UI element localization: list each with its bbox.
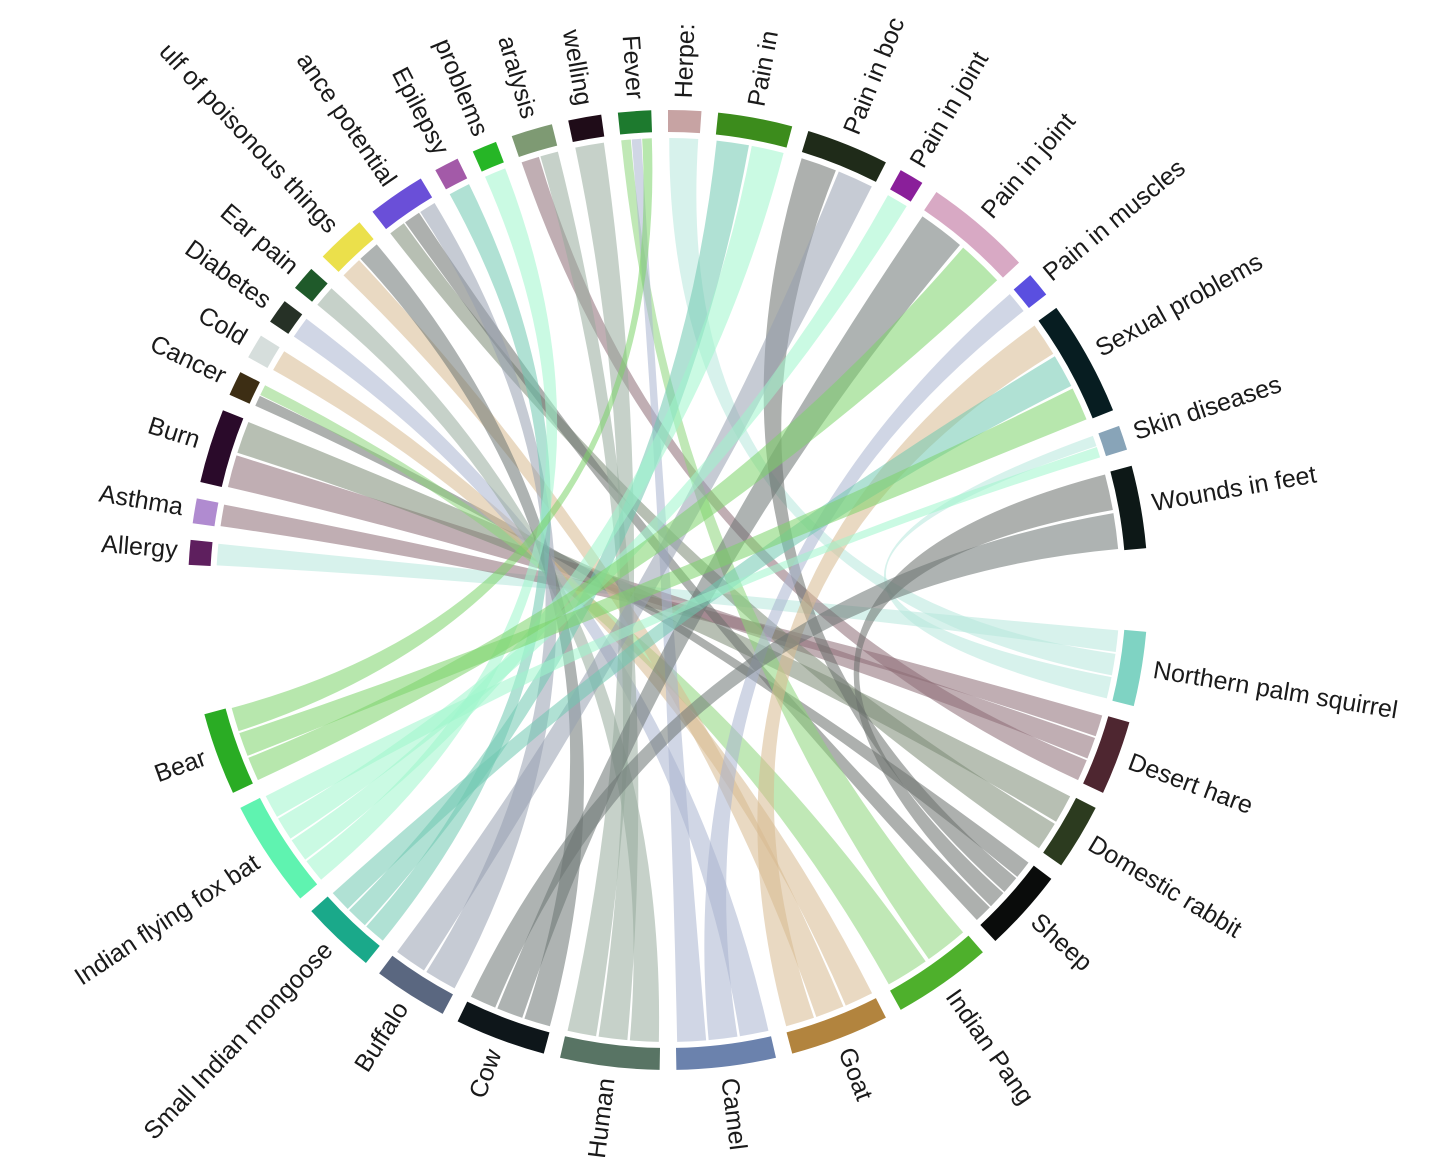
segment-goat: [786, 998, 886, 1054]
label-painjoint2: Pain in joint: [976, 108, 1081, 225]
label-cow: Cow: [464, 1045, 508, 1103]
segment-swelling: [568, 114, 605, 143]
label-painbody: Pain in boc: [838, 13, 910, 138]
segment-painmuscles: [1013, 275, 1047, 309]
segment-problems: [472, 141, 504, 172]
segment-painjoint2: [924, 192, 1020, 278]
segment-cold: [248, 335, 280, 368]
label-panda: Indian Pang: [940, 984, 1039, 1109]
segment-herpes: [668, 110, 702, 134]
segment-burn: [200, 410, 244, 487]
ribbon-bear-sexual: [239, 388, 1087, 756]
segment-asthma: [192, 498, 219, 527]
ribbon-goat-poison: [343, 260, 844, 1017]
segment-cow: [457, 1001, 550, 1054]
segment-panda: [890, 935, 983, 1010]
ribbon-squirrel-skin: [883, 435, 1112, 699]
segment-diabetes: [270, 301, 303, 334]
label-painjoint1: Pain in joint: [904, 47, 994, 173]
segment-squirrel: [1112, 629, 1147, 707]
segment-sexual: [1038, 307, 1114, 419]
label-swelling: welling: [557, 27, 598, 108]
label-goat: Goat: [833, 1044, 879, 1105]
segment-fever: [617, 110, 653, 135]
label-paralysis: aralysis: [492, 33, 543, 122]
segment-wounds: [1110, 465, 1147, 551]
segment-buffalo: [379, 955, 453, 1014]
label-mongoose: Small Indian mongoose: [138, 936, 338, 1145]
label-pain1: Pain in: [743, 28, 784, 108]
label-allergy: Allergy: [100, 530, 179, 564]
ribbon-buffalo-painbody: [397, 171, 872, 971]
segment-sheep: [980, 865, 1052, 942]
ribbon-cow-painjoint2: [497, 216, 960, 1018]
ribbon-bear-painjoint2: [248, 247, 998, 781]
segment-hare: [1083, 716, 1130, 793]
label-bat: Indian flying fox bat: [70, 849, 265, 991]
label-herpes: Herpe:: [670, 23, 701, 99]
label-hare: Desert hare: [1124, 748, 1256, 820]
ribbon-hare-burn: [227, 455, 1096, 759]
segment-epilepsy: [435, 158, 468, 190]
ribbon-human-swelling: [567, 142, 635, 1037]
label-camel: Camel: [715, 1076, 752, 1151]
label-painmuscles: Pain in muscles: [1038, 154, 1191, 287]
ribbon-camel-fever: [631, 138, 707, 1042]
label-buffalo: Buffalo: [349, 997, 414, 1077]
segment-poison: [322, 222, 374, 272]
ribbon-rabbit-burn: [237, 421, 1071, 822]
segment-rabbit: [1043, 797, 1096, 866]
segment-cancer: [229, 372, 260, 404]
ribbon-human-paralysis: [540, 151, 639, 1041]
segment-pain1: [715, 112, 793, 148]
segment-allergy: [188, 539, 213, 567]
label-endurance: ance potential: [291, 48, 402, 192]
ribbon-mongoose-sexual: [332, 356, 1072, 909]
label-burn: Burn: [145, 411, 204, 454]
label-skin: Skin diseases: [1130, 370, 1285, 445]
label-rabbit: Domestic rabbit: [1083, 830, 1246, 943]
segment-earpain: [294, 268, 328, 302]
segment-painbody: [801, 130, 886, 182]
label-bear: Bear: [151, 744, 210, 788]
label-sexual: Sexual problems: [1091, 248, 1267, 363]
segment-camel: [675, 1036, 776, 1070]
segment-skin: [1098, 425, 1128, 457]
segment-bat: [240, 797, 318, 899]
segment-painjoint1: [890, 170, 923, 202]
label-squirrel: Northern palm squirrel: [1151, 656, 1400, 724]
segment-mongoose: [311, 896, 380, 964]
label-fever: Fever: [617, 34, 649, 100]
segment-group: [188, 110, 1147, 1070]
ribbon-panda-cancer: [260, 385, 926, 985]
label-sheep: Sheep: [1025, 908, 1097, 977]
label-human: Human: [583, 1076, 621, 1157]
segment-paralysis: [511, 124, 558, 157]
ribbon-sheep-painbody: [763, 158, 1017, 892]
segment-endurance: [372, 178, 433, 230]
ribbon-group: [216, 138, 1119, 1042]
ribbon-hare-asthma: [220, 504, 1103, 737]
segment-human: [560, 1036, 661, 1070]
segment-bear: [204, 708, 253, 793]
label-cold: Cold: [193, 301, 252, 351]
label-wounds: Wounds in feet: [1150, 461, 1319, 517]
ribbon-rabbit-endurance: [390, 223, 1055, 849]
ribbon-mongoose-pain1: [349, 140, 749, 926]
label-asthma: Asthma: [97, 480, 185, 522]
ribbon-cow-poison: [360, 244, 584, 1027]
